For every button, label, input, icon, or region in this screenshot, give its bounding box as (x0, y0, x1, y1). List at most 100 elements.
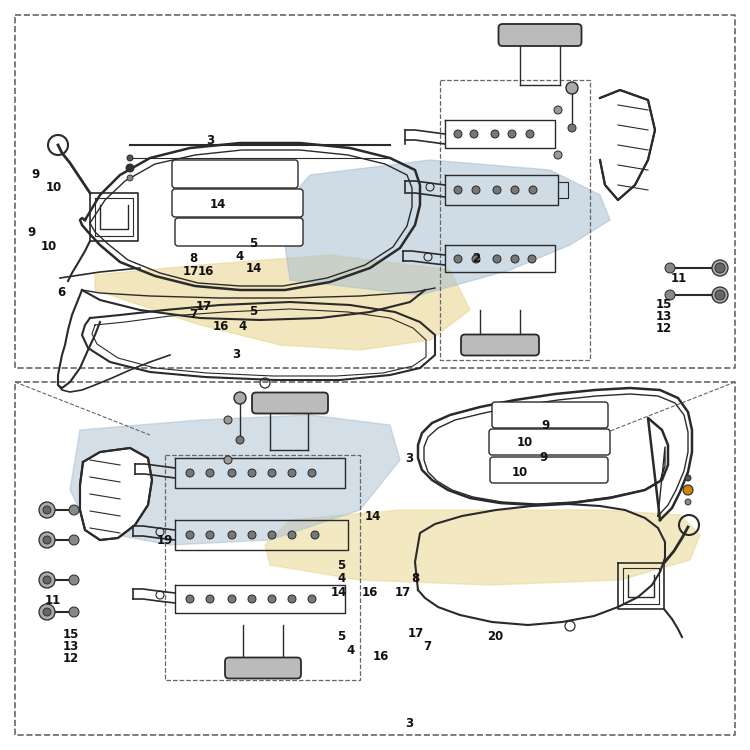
Circle shape (186, 595, 194, 603)
Text: 12: 12 (63, 652, 80, 665)
Polygon shape (265, 510, 700, 585)
Circle shape (308, 595, 316, 603)
Text: 9: 9 (28, 226, 36, 239)
Polygon shape (70, 415, 400, 545)
Circle shape (308, 469, 316, 477)
Circle shape (685, 475, 691, 481)
Circle shape (470, 130, 478, 138)
FancyBboxPatch shape (492, 402, 608, 428)
FancyBboxPatch shape (172, 160, 298, 188)
FancyBboxPatch shape (172, 189, 303, 217)
Circle shape (39, 532, 55, 548)
Circle shape (472, 255, 480, 263)
Circle shape (454, 255, 462, 263)
Text: 9: 9 (32, 167, 40, 181)
Text: 14: 14 (331, 586, 347, 599)
Circle shape (43, 576, 51, 584)
Text: 17: 17 (394, 586, 411, 599)
Circle shape (288, 531, 296, 539)
Text: 4: 4 (238, 320, 246, 333)
Circle shape (206, 595, 214, 603)
Circle shape (311, 531, 319, 539)
Text: 5: 5 (249, 304, 258, 318)
Text: 12: 12 (656, 322, 672, 335)
Circle shape (43, 608, 51, 616)
Circle shape (712, 260, 728, 276)
Text: 3: 3 (206, 134, 214, 148)
Text: 6: 6 (57, 286, 66, 299)
Text: 2: 2 (472, 252, 480, 266)
Text: 16: 16 (373, 650, 389, 663)
Circle shape (127, 155, 133, 161)
Text: 16: 16 (213, 320, 230, 333)
Circle shape (528, 255, 536, 263)
Circle shape (268, 595, 276, 603)
Circle shape (248, 595, 256, 603)
Text: 4: 4 (338, 572, 345, 586)
Text: 14: 14 (209, 197, 226, 211)
Polygon shape (95, 255, 470, 350)
Text: 16: 16 (198, 265, 214, 278)
Text: 13: 13 (656, 310, 672, 323)
Text: 4: 4 (236, 250, 244, 263)
Text: 10: 10 (512, 466, 528, 479)
Text: 20: 20 (487, 629, 503, 643)
Circle shape (568, 124, 576, 132)
Polygon shape (280, 160, 610, 295)
Circle shape (39, 572, 55, 588)
Circle shape (69, 505, 79, 515)
Circle shape (268, 531, 276, 539)
Circle shape (43, 506, 51, 514)
Text: 19: 19 (157, 533, 173, 547)
Circle shape (236, 436, 244, 444)
FancyBboxPatch shape (490, 457, 608, 483)
Text: 10: 10 (517, 436, 533, 449)
Circle shape (529, 186, 537, 194)
Circle shape (715, 290, 725, 300)
Polygon shape (80, 448, 152, 540)
FancyBboxPatch shape (175, 218, 303, 246)
Text: 3: 3 (405, 452, 412, 466)
Text: 3: 3 (405, 717, 412, 730)
Circle shape (248, 531, 256, 539)
Circle shape (288, 595, 296, 603)
Circle shape (491, 130, 499, 138)
Text: 17: 17 (196, 299, 212, 313)
Circle shape (454, 130, 462, 138)
Text: 15: 15 (63, 628, 80, 641)
Circle shape (206, 469, 214, 477)
Text: 10: 10 (40, 239, 57, 253)
Circle shape (126, 164, 134, 172)
Circle shape (186, 469, 194, 477)
Polygon shape (600, 90, 655, 200)
Circle shape (39, 604, 55, 620)
Circle shape (224, 416, 232, 424)
Circle shape (248, 469, 256, 477)
Circle shape (288, 469, 296, 477)
Circle shape (554, 151, 562, 159)
Text: 11: 11 (670, 272, 687, 286)
Text: 5: 5 (249, 237, 258, 250)
FancyBboxPatch shape (461, 334, 539, 356)
Circle shape (228, 469, 236, 477)
Circle shape (511, 255, 519, 263)
Circle shape (234, 392, 246, 404)
Text: 7: 7 (190, 308, 197, 322)
Circle shape (43, 536, 51, 544)
Text: 14: 14 (245, 262, 262, 275)
FancyBboxPatch shape (489, 429, 610, 455)
Text: 15: 15 (656, 298, 672, 311)
Text: 8: 8 (189, 251, 198, 265)
Circle shape (268, 469, 276, 477)
Circle shape (206, 531, 214, 539)
Circle shape (39, 502, 55, 518)
Text: 7: 7 (424, 640, 431, 653)
Circle shape (493, 255, 501, 263)
Circle shape (683, 485, 693, 495)
FancyBboxPatch shape (252, 392, 328, 413)
Circle shape (526, 130, 534, 138)
Text: 17: 17 (408, 627, 424, 640)
Circle shape (554, 106, 562, 114)
Text: 9: 9 (540, 451, 548, 464)
Circle shape (685, 499, 691, 505)
